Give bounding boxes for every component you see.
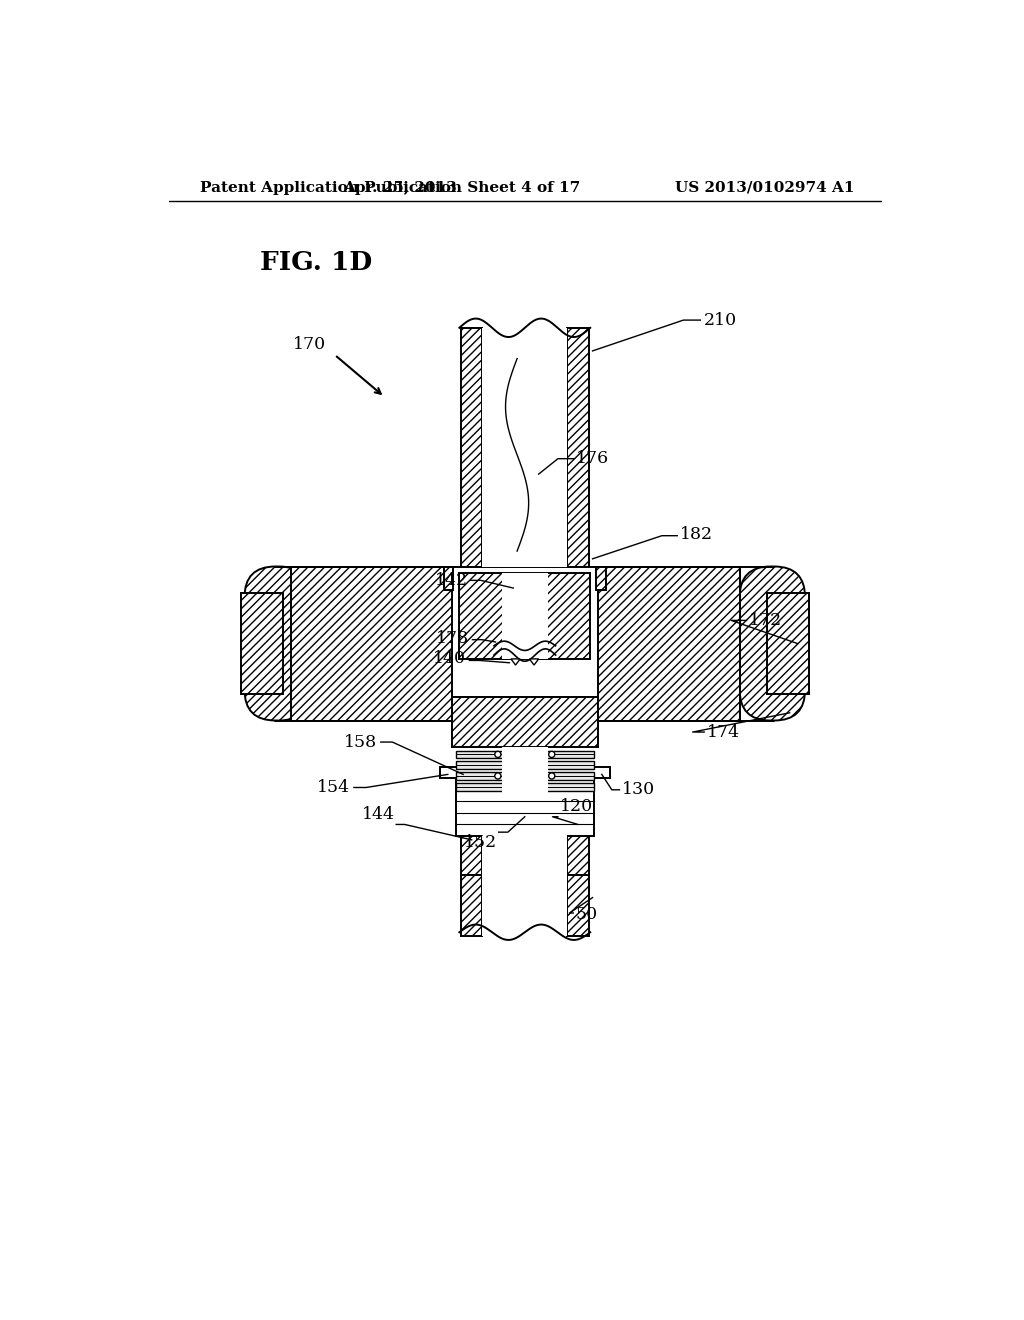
Bar [502,573,548,659]
Text: 174: 174 [707,723,739,741]
Text: 172: 172 [749,612,782,628]
Text: 120: 120 [560,799,593,816]
Bar [440,767,609,779]
Text: US 2013/0102974 A1: US 2013/0102974 A1 [675,181,854,194]
Bar [596,566,605,590]
Bar [456,751,594,758]
Bar [460,573,590,659]
Text: 170: 170 [293,337,326,354]
Text: 176: 176 [575,450,608,467]
Polygon shape [511,659,520,665]
Bar [456,772,594,780]
Polygon shape [529,659,539,665]
Circle shape [549,774,555,779]
Text: 158: 158 [344,734,377,751]
Bar [461,327,482,566]
Bar [291,566,482,721]
Text: 140: 140 [433,651,466,668]
Bar [567,566,739,721]
Text: 210: 210 [705,312,737,329]
Text: Patent Application Publication: Patent Application Publication [200,181,462,194]
Bar [567,874,589,936]
Text: 178: 178 [436,630,469,647]
Text: Apr. 25, 2013  Sheet 4 of 17: Apr. 25, 2013 Sheet 4 of 17 [343,181,581,194]
Text: FIG. 1D: FIG. 1D [260,249,372,275]
Circle shape [495,751,501,758]
Circle shape [549,751,555,758]
Bar [567,327,589,566]
FancyBboxPatch shape [245,566,310,721]
Text: 130: 130 [622,781,655,799]
Bar [567,779,589,875]
Bar [767,594,809,693]
FancyBboxPatch shape [739,566,805,721]
Bar [456,783,594,791]
Text: 182: 182 [680,525,713,543]
Text: 144: 144 [361,807,394,822]
Circle shape [495,774,501,779]
Bar [452,566,598,697]
Bar [291,566,482,721]
Bar [241,594,283,693]
Bar [456,779,594,836]
Bar [482,779,567,875]
Text: 50: 50 [575,906,598,923]
Bar [461,874,482,936]
Bar [482,327,567,566]
Bar [567,566,739,721]
Text: 142: 142 [435,572,468,589]
Bar [444,566,454,590]
Bar [456,762,594,770]
Text: 152: 152 [464,834,497,850]
Bar [502,747,548,795]
Bar [452,697,598,747]
Bar [482,874,567,936]
Text: 154: 154 [316,779,350,796]
Bar [461,779,482,875]
